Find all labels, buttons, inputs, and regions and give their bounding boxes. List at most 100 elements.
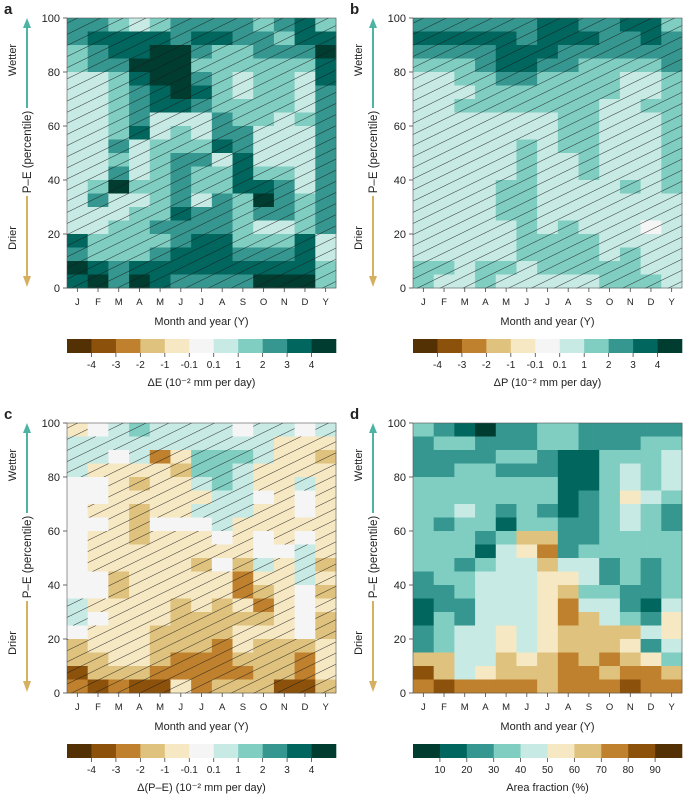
significance-hatch	[433, 139, 455, 154]
heatmap-cell	[537, 585, 559, 599]
heatmap-cell	[475, 666, 497, 680]
heatmap-cell	[516, 517, 538, 532]
heatmap-cell	[557, 477, 579, 491]
colorbar-tick-label: -1	[160, 765, 169, 776]
significance-hatch	[232, 234, 254, 248]
significance-hatch	[495, 58, 517, 73]
significance-hatch	[273, 247, 296, 262]
significance-hatch	[232, 31, 254, 46]
heatmap-cell	[413, 436, 435, 451]
heatmap-cell	[475, 598, 497, 613]
heatmap-cell	[640, 666, 662, 680]
significance-hatch	[108, 45, 130, 59]
significance-hatch	[67, 45, 89, 59]
x-tick-label: F	[441, 702, 447, 713]
significance-hatch	[413, 112, 435, 127]
significance-hatch	[67, 18, 89, 32]
significance-hatch	[191, 180, 213, 194]
significance-hatch	[516, 72, 538, 86]
colorbar-tick-label: -0.1	[181, 360, 199, 371]
heatmap-cell	[475, 463, 497, 478]
heatmap-cell	[661, 666, 683, 680]
significance-hatch	[232, 598, 254, 613]
significance-hatch	[232, 585, 254, 599]
significance-hatch	[170, 207, 192, 221]
significance-hatch	[475, 139, 497, 154]
heatmap-cell	[640, 504, 662, 518]
significance-hatch	[253, 423, 275, 437]
colorbar-tick-label: -0.1	[181, 765, 199, 776]
ylabel-backdrop	[20, 108, 34, 196]
heatmap-cell	[475, 450, 497, 464]
heatmap-cell	[599, 477, 621, 491]
x-tick-label: D	[302, 297, 309, 308]
heatmap-cell	[599, 450, 621, 464]
heatmap-cell	[454, 639, 476, 653]
significance-hatch	[170, 625, 192, 640]
significance-hatch	[454, 247, 476, 262]
significance-hatch	[537, 58, 559, 73]
significance-hatch	[495, 153, 517, 167]
heatmap-cell	[537, 463, 559, 478]
heatmap-cell	[433, 558, 455, 572]
significance-hatch	[87, 58, 109, 73]
heatmap-cell	[433, 463, 455, 478]
significance-hatch	[67, 99, 89, 113]
significance-hatch	[578, 72, 600, 86]
significance-hatch	[253, 463, 275, 478]
y-tick-label: 100	[42, 418, 60, 430]
significance-hatch	[191, 666, 213, 680]
heatmap-cell	[661, 463, 683, 478]
colorbar-swatch	[189, 339, 215, 353]
significance-hatch	[108, 679, 130, 694]
y-tick-label: 80	[48, 472, 60, 484]
arrow-down-icon	[369, 681, 377, 692]
significance-hatch	[253, 679, 275, 694]
heatmap-cell	[537, 504, 559, 518]
y-tick-label: 0	[400, 688, 406, 700]
heatmap-cell	[87, 517, 109, 532]
significance-hatch	[557, 72, 579, 86]
significance-hatch	[211, 639, 233, 653]
significance-hatch	[661, 166, 683, 181]
heatmap-cell	[537, 517, 559, 532]
significance-hatch	[413, 261, 435, 275]
y-tick-label: 100	[42, 13, 60, 25]
x-tick-label: N	[281, 702, 288, 713]
significance-hatch	[516, 58, 538, 73]
heatmap-cell	[495, 490, 517, 505]
significance-hatch	[170, 45, 192, 59]
significance-hatch	[516, 45, 538, 59]
colorbar-tick-label: -4	[433, 360, 442, 371]
significance-hatch	[273, 436, 296, 451]
heatmap-cell	[619, 450, 642, 464]
heatmap-cell	[516, 612, 538, 626]
significance-hatch	[557, 193, 579, 208]
panel-b: b 0 20 40 60 80 100 J F M A M J J A S O N D Y Month and year…	[350, 1, 683, 389]
significance-hatch	[315, 423, 337, 437]
significance-hatch	[67, 193, 89, 208]
colorbar-swatch	[311, 339, 337, 353]
significance-hatch	[211, 463, 233, 478]
significance-hatch	[619, 139, 642, 154]
significance-hatch	[273, 207, 296, 221]
heatmap-cell	[413, 612, 435, 626]
significance-hatch	[273, 652, 296, 667]
significance-hatch	[149, 180, 171, 194]
heatmap-cell	[619, 490, 642, 505]
heatmap-cell	[557, 517, 579, 532]
significance-hatch	[273, 31, 296, 46]
arrow-up-icon	[23, 18, 31, 28]
colorbar-tick-label: -0.1	[527, 360, 545, 371]
significance-hatch	[413, 220, 435, 235]
significance-hatch	[273, 504, 296, 518]
significance-hatch	[475, 99, 497, 113]
significance-hatch	[232, 274, 254, 289]
heatmap-cell	[619, 517, 642, 532]
significance-hatch	[232, 450, 254, 464]
significance-hatch	[433, 166, 455, 181]
heatmap-cell	[537, 612, 559, 626]
significance-hatch	[191, 652, 213, 667]
significance-hatch	[661, 126, 683, 140]
heatmap-cell	[413, 423, 435, 437]
